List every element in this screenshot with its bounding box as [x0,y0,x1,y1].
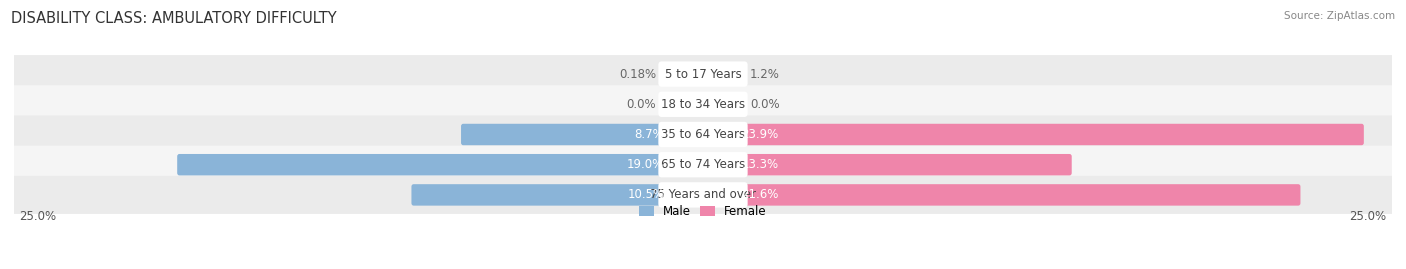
Text: 75 Years and over: 75 Years and over [650,188,756,201]
FancyBboxPatch shape [658,92,748,117]
Text: 0.0%: 0.0% [627,98,657,111]
FancyBboxPatch shape [658,182,748,208]
Text: 18 to 34 Years: 18 to 34 Years [661,98,745,111]
FancyBboxPatch shape [10,55,1396,93]
FancyBboxPatch shape [10,115,1396,154]
Text: 23.9%: 23.9% [741,128,779,141]
FancyBboxPatch shape [700,124,1364,145]
Text: Source: ZipAtlas.com: Source: ZipAtlas.com [1284,11,1395,21]
FancyBboxPatch shape [10,85,1396,123]
FancyBboxPatch shape [10,146,1396,184]
FancyBboxPatch shape [658,152,748,177]
FancyBboxPatch shape [412,184,706,206]
FancyBboxPatch shape [700,63,738,85]
Text: 0.0%: 0.0% [749,98,779,111]
Text: 13.3%: 13.3% [741,158,779,171]
FancyBboxPatch shape [658,61,748,87]
FancyBboxPatch shape [10,176,1396,214]
FancyBboxPatch shape [700,184,1301,206]
Text: 65 to 74 Years: 65 to 74 Years [661,158,745,171]
FancyBboxPatch shape [696,63,706,85]
Text: DISABILITY CLASS: AMBULATORY DIFFICULTY: DISABILITY CLASS: AMBULATORY DIFFICULTY [11,11,337,26]
FancyBboxPatch shape [700,154,1071,175]
Text: 25.0%: 25.0% [20,210,56,223]
Text: 5 to 17 Years: 5 to 17 Years [665,68,741,81]
FancyBboxPatch shape [177,154,706,175]
Legend: Male, Female: Male, Female [640,205,766,218]
FancyBboxPatch shape [658,122,748,147]
FancyBboxPatch shape [461,124,706,145]
Text: 21.6%: 21.6% [741,188,779,201]
Text: 0.18%: 0.18% [619,68,657,81]
Text: 1.2%: 1.2% [749,68,780,81]
Text: 25.0%: 25.0% [1350,210,1386,223]
Text: 19.0%: 19.0% [627,158,665,171]
Text: 10.5%: 10.5% [627,188,665,201]
Text: 35 to 64 Years: 35 to 64 Years [661,128,745,141]
Text: 8.7%: 8.7% [634,128,665,141]
